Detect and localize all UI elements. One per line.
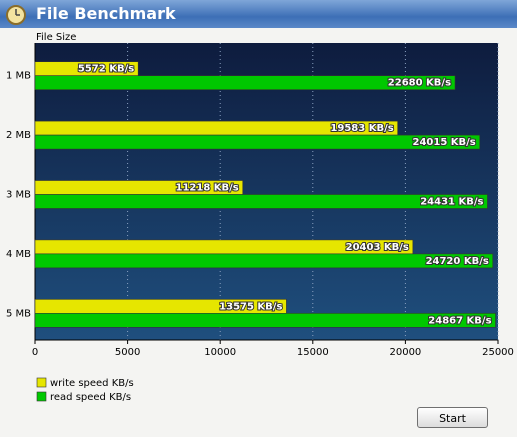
bar: [34, 194, 488, 209]
value-label: 22680 KB/s: [388, 78, 451, 89]
y-tick-label: 3 MB: [6, 190, 31, 201]
y-tick-label: 4 MB: [6, 249, 31, 260]
y-tick-label: 2 MB: [6, 130, 31, 141]
x-tick-label: 10000: [204, 347, 236, 358]
bar: [34, 312, 496, 328]
x-tick-label: 5000: [115, 347, 140, 358]
value-label: 24015 KB/s: [413, 137, 476, 148]
bar: [34, 134, 481, 150]
value-label: 20403 KB/s: [346, 242, 409, 253]
value-label: 19583 KB/s: [330, 123, 393, 134]
value-label: 24867 KB/s: [428, 315, 491, 326]
start-button[interactable]: Start: [417, 407, 488, 428]
legend-label: write speed KB/s: [50, 378, 134, 389]
legend-label: read speed KB/s: [50, 392, 131, 403]
value-label: 5572 KB/s: [78, 64, 134, 75]
chart: File Size 0 5000 10000 15000 20000 25000 1 MB 5…: [6, 32, 514, 403]
legend-swatch: [36, 391, 47, 402]
bar: [34, 75, 456, 91]
app-icon: [6, 5, 26, 25]
x-tick-label: 20000: [389, 347, 421, 358]
legend-swatch: [36, 377, 47, 388]
x-tick-label: 15000: [297, 347, 329, 358]
x-tick-label: 25000: [482, 347, 514, 358]
value-label: 13575 KB/s: [219, 301, 282, 312]
value-label: 11218 KB/s: [176, 183, 239, 194]
x-tick-label: 0: [32, 347, 38, 358]
axis-title: File Size: [36, 32, 76, 43]
value-label: 24720 KB/s: [426, 256, 489, 267]
y-tick-label: 1 MB: [6, 71, 31, 82]
bar: [34, 253, 494, 269]
title-bar: File Benchmark: [0, 0, 517, 28]
value-label: 24431 KB/s: [420, 197, 483, 208]
y-tick-label: 5 MB: [6, 308, 31, 319]
window-title: File Benchmark: [36, 4, 176, 23]
